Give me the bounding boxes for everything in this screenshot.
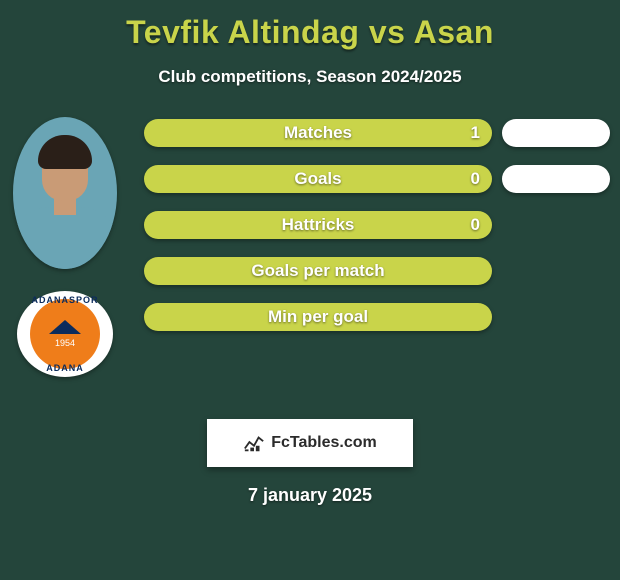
player1-column: ADANASPOR 1954 ADANA bbox=[10, 117, 120, 377]
stat-label: Matches bbox=[284, 123, 352, 143]
brand-box[interactable]: FcTables.com bbox=[207, 419, 413, 467]
player1-club-badge: ADANASPOR 1954 ADANA bbox=[17, 291, 113, 377]
avatar-torso bbox=[13, 207, 117, 269]
stat-bar: Goals per match bbox=[144, 257, 492, 285]
stat-label: Goals per match bbox=[251, 261, 384, 281]
date-text: 7 january 2025 bbox=[8, 485, 612, 506]
stat-pill-p2 bbox=[502, 165, 610, 193]
stat-value-p1: 1 bbox=[471, 123, 480, 143]
comparison-card: Tevfik Altindag vs Asan Club competition… bbox=[0, 0, 620, 580]
player1-avatar bbox=[13, 117, 117, 269]
club-name-top: ADANASPOR bbox=[31, 295, 98, 305]
club-year: 1954 bbox=[55, 338, 75, 348]
content-area: ADANASPOR 1954 ADANA Matches 1 Goals 0 H… bbox=[8, 123, 612, 363]
stat-bar: Goals 0 bbox=[144, 165, 492, 193]
club-name-bottom: ADANA bbox=[46, 363, 84, 373]
stat-value-p1: 0 bbox=[471, 215, 480, 235]
player2-column bbox=[502, 119, 610, 193]
page-title: Tevfik Altindag vs Asan bbox=[8, 14, 612, 51]
stat-bars: Matches 1 Goals 0 Hattricks 0 Goals per … bbox=[144, 119, 492, 331]
stat-bar: Min per goal bbox=[144, 303, 492, 331]
stat-bar: Matches 1 bbox=[144, 119, 492, 147]
club-sun-icon bbox=[49, 320, 81, 334]
brand-icon bbox=[243, 433, 265, 453]
club-inner: 1954 bbox=[30, 299, 100, 369]
stat-label: Goals bbox=[294, 169, 341, 189]
stat-value-p1: 0 bbox=[471, 169, 480, 189]
brand-text: FcTables.com bbox=[271, 434, 377, 452]
stat-label: Hattricks bbox=[282, 215, 355, 235]
stat-bar: Hattricks 0 bbox=[144, 211, 492, 239]
subtitle: Club competitions, Season 2024/2025 bbox=[8, 67, 612, 87]
stat-pill-p2 bbox=[502, 119, 610, 147]
stat-label: Min per goal bbox=[268, 307, 368, 327]
